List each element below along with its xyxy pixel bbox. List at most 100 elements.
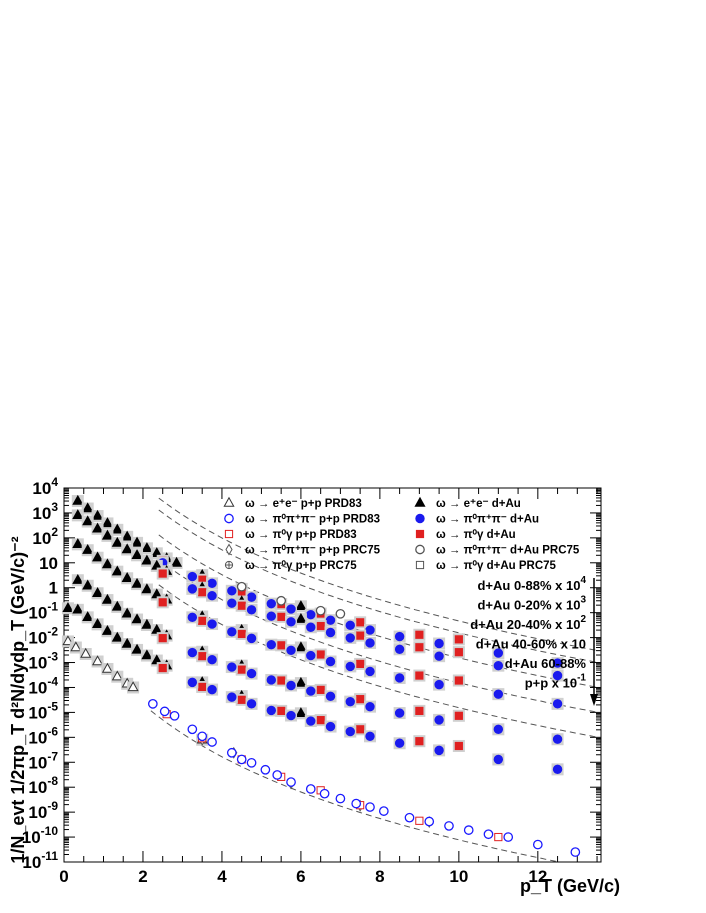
- legend: ω → e⁺e⁻ p+p PRD83 ω → e⁺e⁻ d+Au ω → π⁰π⁺π…: [223, 496, 580, 572]
- fit-curve: [150, 710, 558, 863]
- point-pi0pipi-dAu: [434, 715, 444, 725]
- point-pi0pipi-dAu: [345, 633, 355, 643]
- y-tick-exponent: -8: [47, 774, 58, 788]
- point-pi0pipi-dAu: [552, 658, 563, 668]
- point-pi0pipi-dAu: [286, 617, 296, 627]
- point-ee-dAu: [121, 543, 133, 554]
- x-tick-label: 10: [449, 867, 468, 886]
- point-pi0gamma-dAu: [277, 706, 286, 715]
- y-tick-base: 10: [28, 778, 47, 797]
- point-pi0pipi-pp: [226, 747, 237, 758]
- point-pi0pipi-dAu: [552, 699, 563, 709]
- point-pi0pipi-dAu: [246, 633, 257, 644]
- point-pi0pipi-pp: [351, 798, 362, 809]
- point-ee-dAu: [121, 637, 133, 648]
- point-ee-dAu: [101, 558, 113, 569]
- point-pi0pipi-dAu: [266, 639, 276, 650]
- y-tick-base: 10: [28, 654, 47, 673]
- x-tick-label: 0: [59, 867, 68, 886]
- point-pi0gamma-dAu: [316, 716, 325, 725]
- point-pi0gamma-dAu: [158, 634, 167, 643]
- point-pi0pipi-pp: [319, 788, 330, 799]
- point-pi0pipi-dAu: [552, 764, 563, 775]
- legend-entry: ω → π⁰π⁺π⁻ d+Au PRC75: [436, 544, 580, 557]
- y-tick-exponent: -9: [47, 799, 58, 813]
- point-ee-dAu: [72, 509, 84, 520]
- point-pi0pipi-dAu: [207, 619, 217, 629]
- point-ee-dAu: [121, 607, 133, 618]
- point-pi0gamma-dAu: [316, 650, 325, 659]
- x-tick-label: 12: [528, 867, 547, 886]
- scale-label-text: d+Au 0-88% x 10: [477, 578, 580, 593]
- point-pi0pipi-dAu: [552, 734, 563, 744]
- series-4: [61, 602, 564, 776]
- point-pi0gamma-dAu: [415, 737, 424, 746]
- scale-label-text: d+Au 20-40% x 10: [470, 617, 580, 632]
- point-pi0pipi-dAu-prc75: [236, 581, 247, 592]
- point-ee-dAu: [295, 707, 307, 718]
- point-ee-pp: [111, 670, 123, 681]
- axes: 0 2 4 6 8 10 1210410310210110-110-210-310-410-…: [8, 475, 620, 896]
- point-pi0pipi-pp: [187, 724, 198, 735]
- point-pi0pipi-pp: [272, 770, 283, 780]
- point-ee-dAu: [101, 593, 113, 604]
- point-pi0pipi-pp: [197, 731, 208, 742]
- point-pi0pipi-dAu: [246, 668, 257, 679]
- point-pi0gamma-dAu: [454, 648, 463, 657]
- legend-entry: ω → e⁺e⁻ p+p PRD83: [245, 498, 362, 510]
- series-3: [71, 574, 564, 746]
- point-ee-dAu: [121, 572, 133, 582]
- point-pi0pipi-dAu: [246, 592, 257, 602]
- point-ee-pp: [80, 647, 92, 658]
- point-ee-dAu: [131, 549, 143, 559]
- point-pi0pipi-dAu: [493, 689, 504, 699]
- x-tick-label: 4: [217, 867, 227, 886]
- y-tick-exponent: -1: [47, 600, 58, 614]
- point-pi0pipi-dAu: [286, 710, 296, 721]
- point-ee-dAu: [101, 517, 113, 528]
- point-pi0pipi-dAu: [434, 651, 444, 661]
- fit-curve: [158, 497, 598, 651]
- point-pi0pipi-dAu: [187, 584, 198, 594]
- point-pi0pipi-pp: [404, 812, 415, 823]
- point-pi0pipi-pp: [378, 806, 389, 816]
- y-tick-exponent: -5: [47, 699, 58, 713]
- point-pi0gamma-dAu: [237, 629, 246, 639]
- point-pi0gamma-dAu: [454, 711, 463, 720]
- point-pi0pipi-pp: [483, 829, 494, 840]
- point-pi0gamma-dAu: [158, 569, 167, 578]
- point-pi0gamma-dAu: [237, 695, 246, 704]
- point-pi0pipi-dAu: [552, 670, 563, 681]
- y-tick-exponent: -2: [47, 625, 58, 639]
- point-pi0gamma-dAu: [454, 676, 463, 685]
- point-pi0pipi-dAu: [345, 620, 355, 631]
- point-pi0pipi-dAu: [345, 696, 355, 707]
- point-pi0pipi-dAu: [187, 677, 198, 688]
- point-pi0pipi-dAu: [306, 622, 316, 632]
- point-ee-dAu: [82, 515, 94, 526]
- point-pi0pipi-dAu-prc75: [276, 595, 287, 606]
- point-pi0pipi-dAu-prc75: [315, 605, 326, 616]
- y-tick-base: 10: [22, 828, 41, 847]
- series-2: [71, 538, 564, 710]
- legend-marker: [225, 543, 233, 556]
- point-pi0pipi-pp: [169, 710, 180, 721]
- y-tick-label: 10-7: [28, 749, 58, 772]
- point-ee-dAu: [82, 543, 94, 554]
- y-tick-base: 10: [28, 728, 47, 747]
- point-ee-dAu: [62, 602, 74, 612]
- y-tick-base: 10: [28, 803, 47, 822]
- point-ee-dAu: [82, 611, 94, 622]
- point-ee-dAu: [72, 574, 84, 584]
- point-pi0gamma-dAu: [356, 695, 365, 704]
- point-pi0pipi-dAu: [306, 716, 316, 726]
- point-pi0pipi-dAu: [434, 638, 444, 649]
- point-pi0gamma-dAu: [158, 663, 167, 673]
- y-tick-label: 10-11: [22, 849, 58, 872]
- scale-label: d+Au 40-60% x 10: [476, 637, 586, 652]
- point-ee-dAu: [295, 641, 307, 652]
- point-pi0pipi-pp: [147, 699, 158, 709]
- point-pi0pipi-pp: [365, 802, 375, 812]
- point-pi0pipi-dAu: [365, 638, 375, 648]
